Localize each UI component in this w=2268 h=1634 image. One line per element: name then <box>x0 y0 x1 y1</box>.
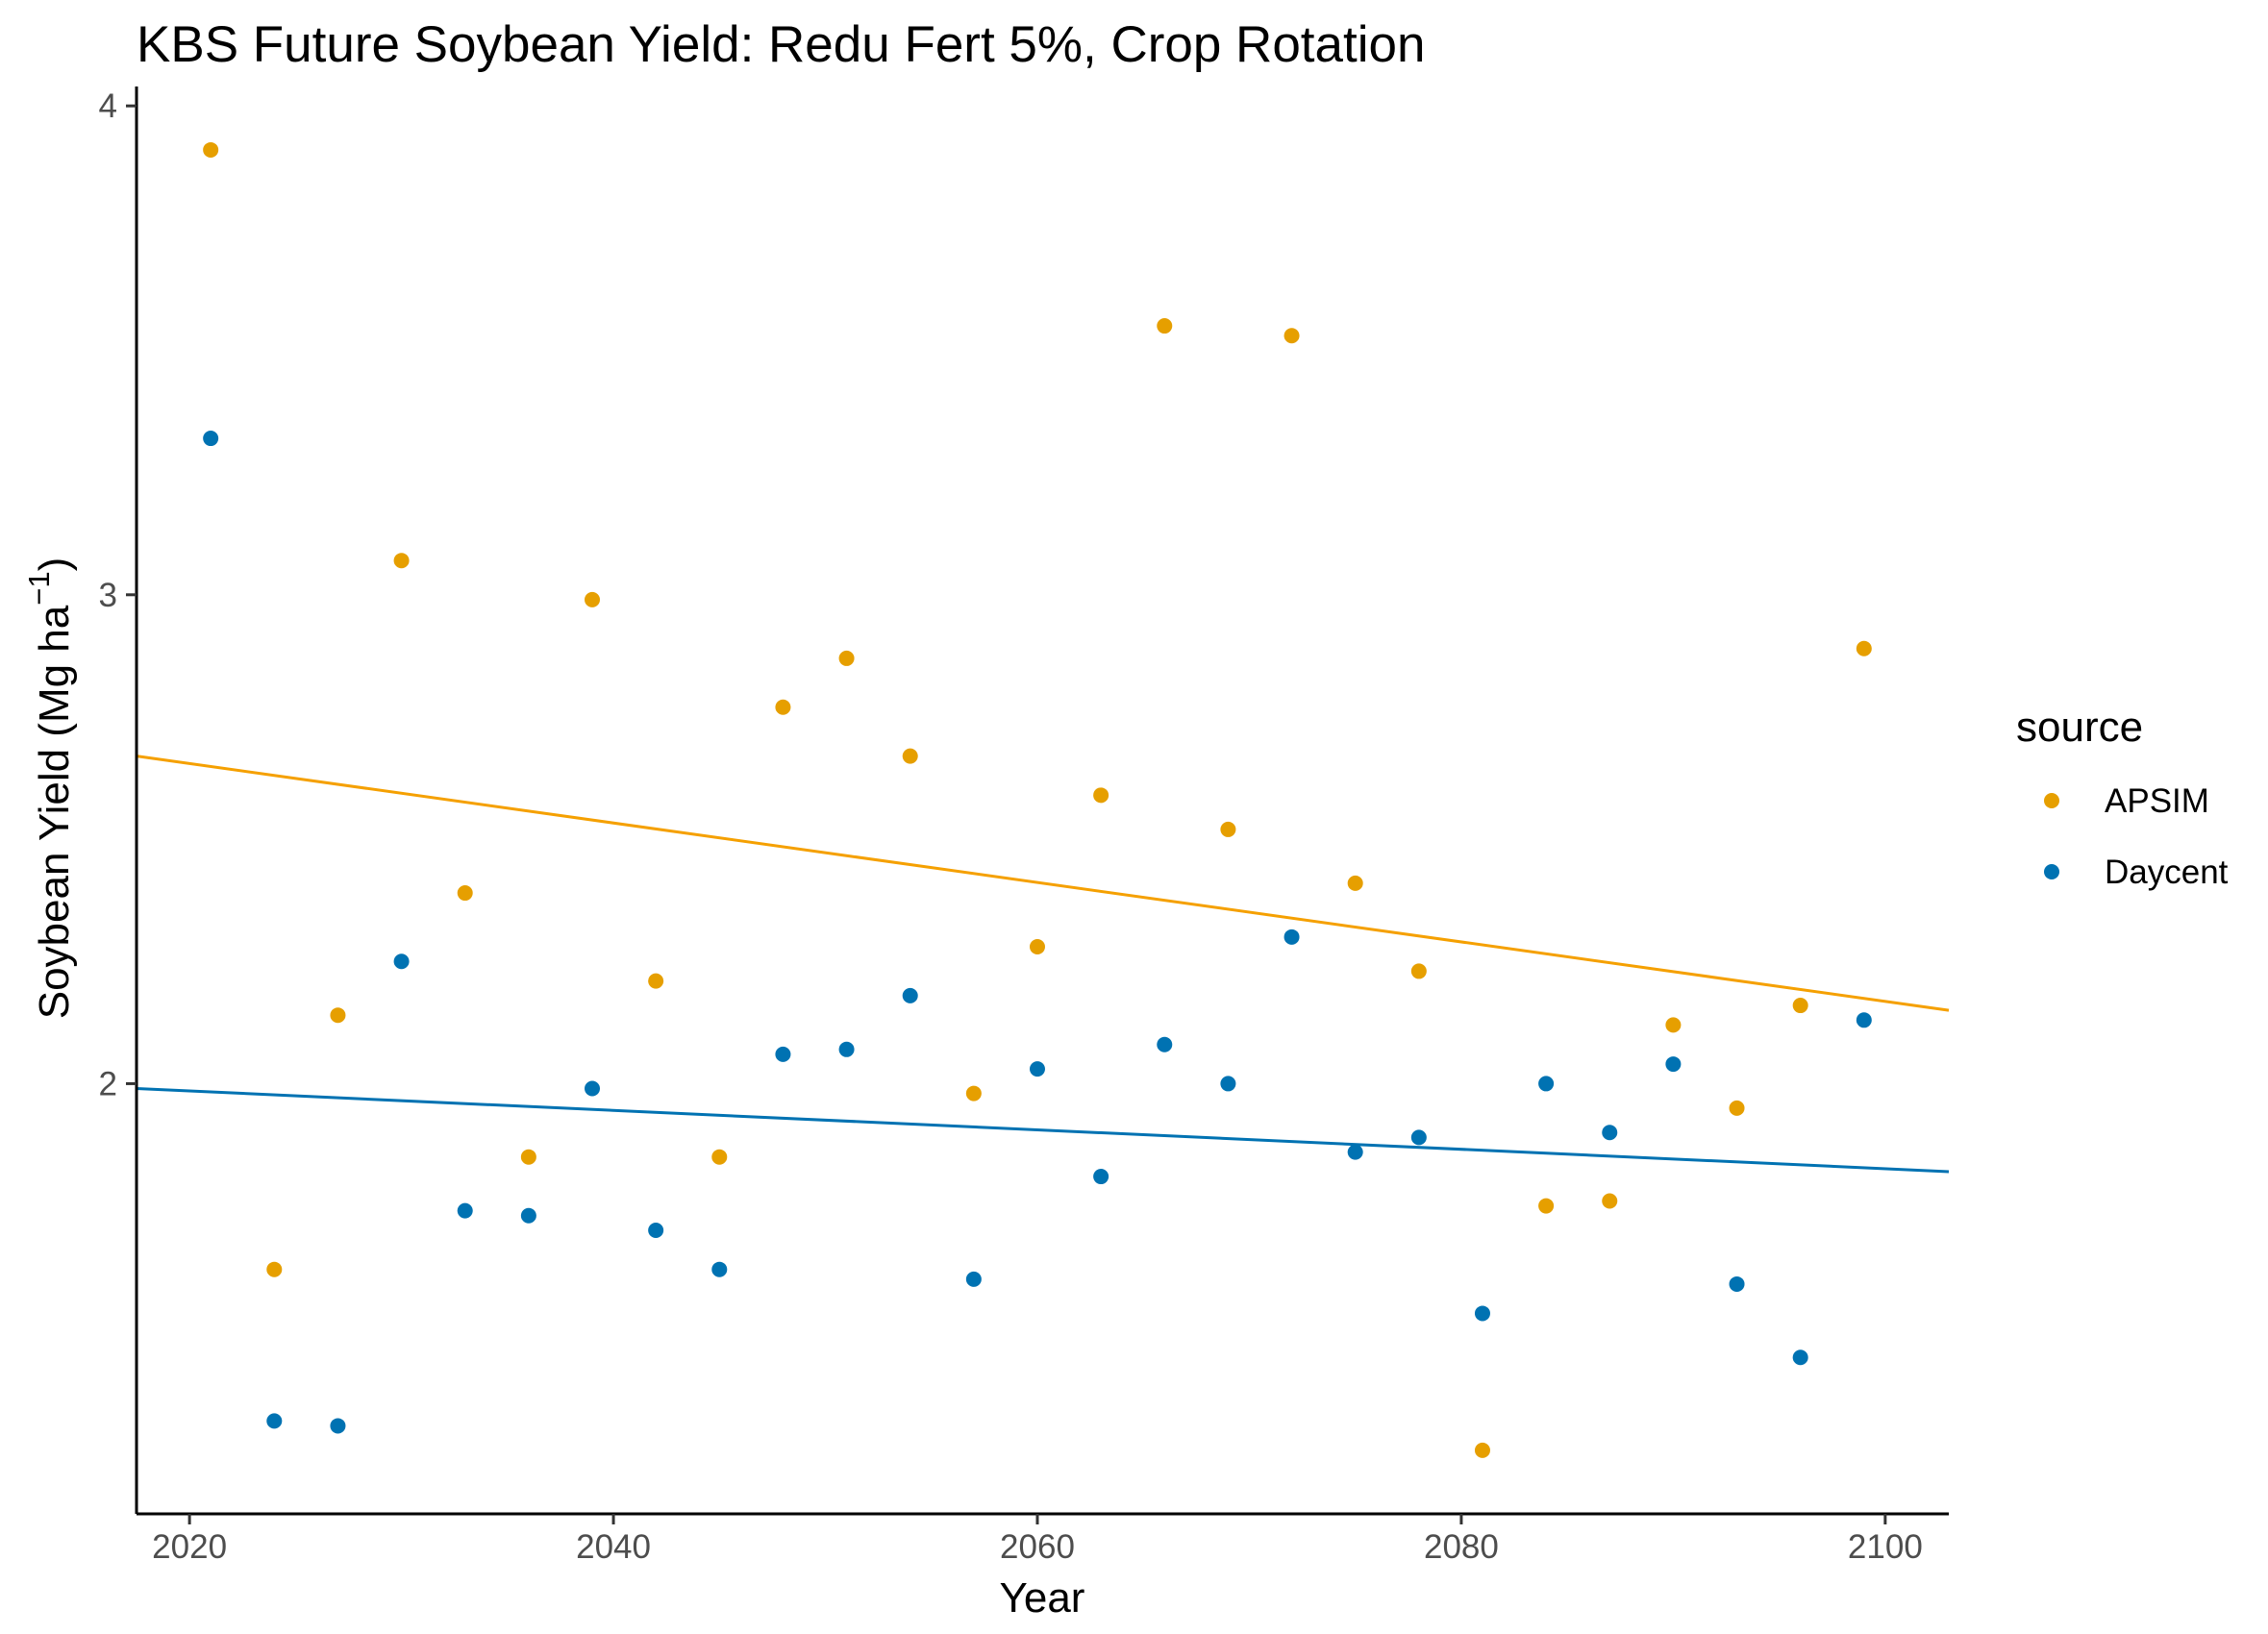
trend-line-apsim <box>136 755 1950 1012</box>
data-point-daycent <box>203 431 219 447</box>
data-point-daycent <box>648 1223 664 1238</box>
x-tick-label: 2040 <box>576 1528 651 1566</box>
data-point-daycent <box>1284 928 1300 945</box>
data-point-daycent <box>330 1418 346 1434</box>
data-point-apsim <box>1220 821 1236 837</box>
data-point-apsim <box>393 553 410 569</box>
x-axis-title: Year <box>1000 1574 1085 1622</box>
data-point-apsim <box>838 650 855 666</box>
data-point-daycent <box>1093 1169 1109 1185</box>
data-point-apsim <box>1856 640 1872 656</box>
data-point-daycent <box>393 953 410 970</box>
data-point-apsim <box>1602 1193 1618 1209</box>
data-point-daycent <box>1347 1144 1363 1160</box>
data-point-apsim <box>1538 1198 1555 1214</box>
data-point-daycent <box>1602 1125 1618 1141</box>
data-point-apsim <box>965 1085 982 1102</box>
data-point-apsim <box>266 1261 283 1277</box>
data-point-apsim <box>330 1007 346 1024</box>
data-point-daycent <box>520 1207 536 1224</box>
data-point-apsim <box>1729 1100 1745 1116</box>
data-point-daycent <box>838 1041 855 1057</box>
data-point-apsim <box>203 141 219 158</box>
data-point-daycent <box>1729 1275 1745 1292</box>
data-point-daycent <box>1538 1076 1555 1092</box>
data-point-apsim <box>457 885 473 902</box>
legend-key-apsim <box>2044 793 2059 808</box>
x-tick-label: 2060 <box>1000 1528 1075 1566</box>
data-point-apsim <box>1792 998 1808 1014</box>
data-point-apsim <box>1665 1017 1682 1033</box>
x-tick-label: 2020 <box>152 1528 227 1566</box>
data-point-apsim <box>1284 328 1300 344</box>
y-tick-label: 3 <box>99 577 117 614</box>
x-tick-label: 2100 <box>1848 1528 1923 1566</box>
data-point-apsim <box>585 591 601 607</box>
data-point-daycent <box>775 1046 791 1062</box>
data-point-daycent <box>585 1080 601 1097</box>
legend-label-apsim: APSIM <box>2105 782 2209 820</box>
data-point-apsim <box>1093 787 1109 804</box>
data-point-daycent <box>1220 1076 1236 1092</box>
data-point-daycent <box>1157 1036 1173 1052</box>
data-point-daycent <box>1474 1305 1490 1322</box>
data-point-daycent <box>1856 1012 1872 1028</box>
y-axis-title-close: ) <box>31 557 78 572</box>
y-tick-label: 2 <box>99 1065 117 1102</box>
data-point-apsim <box>775 699 791 715</box>
trend-line-daycent <box>136 1087 1950 1174</box>
chart-title: KBS Future Soybean Yield: Redu Fert 5%, … <box>137 16 1425 73</box>
y-axis-title: Soybean Yield (Mg ha−1) <box>22 557 78 1020</box>
data-point-daycent <box>965 1271 982 1287</box>
data-point-daycent <box>1029 1061 1045 1077</box>
data-point-apsim <box>648 973 664 989</box>
axes: 2020 2040 2060 2080 2100 2 3 4 <box>99 87 1949 1566</box>
data-point-apsim <box>1347 875 1363 891</box>
plot-area <box>136 141 1950 1458</box>
y-axis-title-text: Soybean Yield (Mg ha <box>31 605 78 1019</box>
legend-label-daycent: Daycent <box>2105 854 2229 891</box>
legend: source APSIM Daycent <box>2016 704 2229 891</box>
y-axis-title-exponent: −1 <box>22 571 56 605</box>
legend-key-daycent <box>2044 864 2059 879</box>
data-point-daycent <box>1410 1129 1427 1146</box>
data-point-daycent <box>266 1413 283 1429</box>
data-point-apsim <box>1029 939 1045 954</box>
legend-title: source <box>2016 704 2143 751</box>
data-point-daycent <box>711 1261 728 1277</box>
data-point-daycent <box>902 987 918 1003</box>
data-point-daycent <box>457 1202 473 1219</box>
data-point-apsim <box>1157 318 1173 334</box>
data-point-daycent <box>1665 1056 1682 1073</box>
data-point-apsim <box>1410 963 1427 979</box>
data-point-apsim <box>1474 1442 1490 1458</box>
data-point-apsim <box>520 1149 536 1165</box>
data-point-apsim <box>902 748 918 764</box>
y-tick-label: 4 <box>99 87 117 125</box>
x-tick-label: 2080 <box>1424 1528 1499 1566</box>
data-point-daycent <box>1792 1349 1808 1366</box>
data-point-apsim <box>711 1149 728 1165</box>
